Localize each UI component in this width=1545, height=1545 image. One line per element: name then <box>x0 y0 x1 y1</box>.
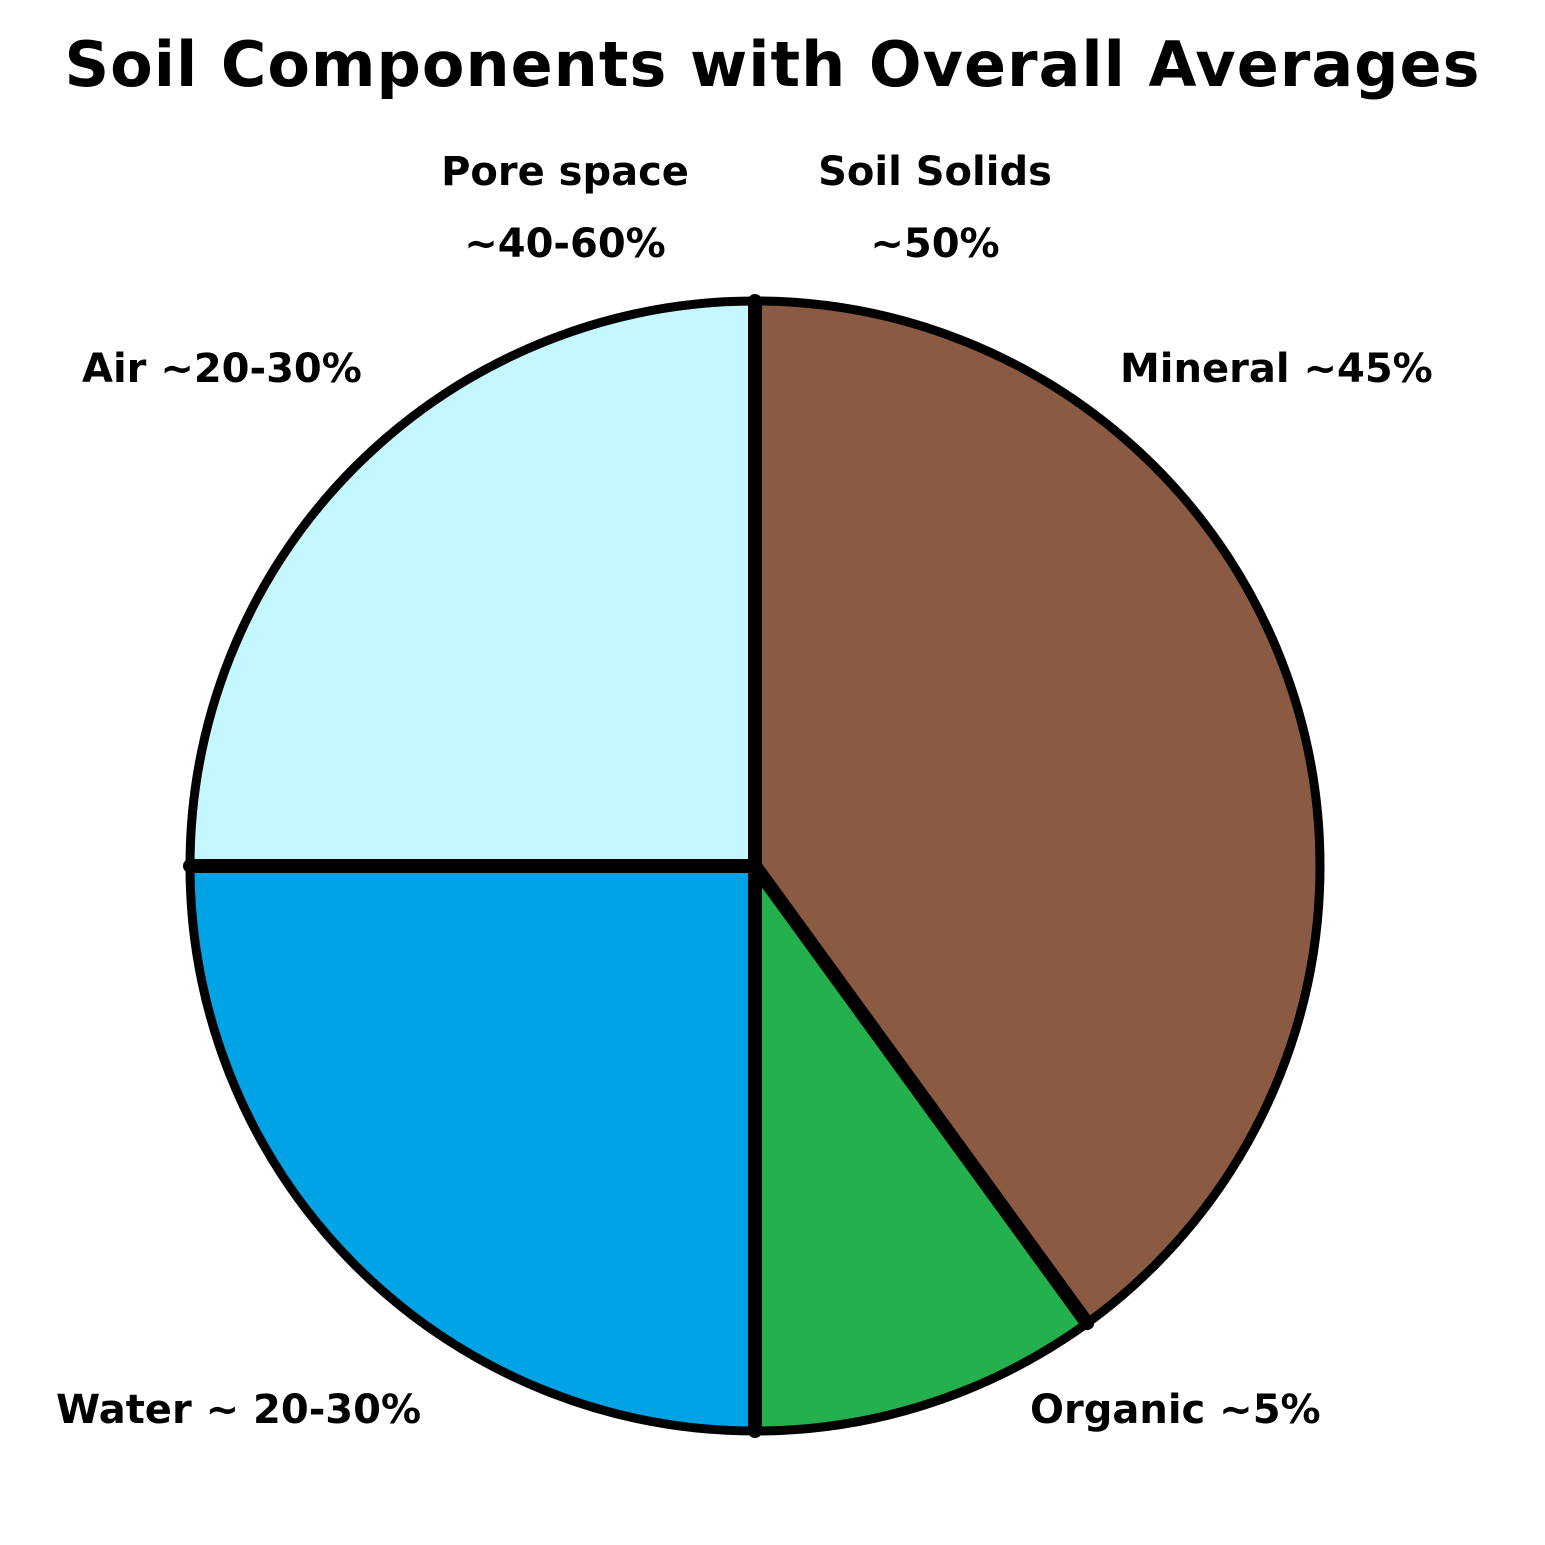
slice-label-water: Water ~ 20-30% <box>56 1387 422 1433</box>
slice-label-air: Air ~20-30% <box>82 346 362 392</box>
pore-space-value: ~40-60% <box>464 221 666 267</box>
pie-slice-mineral <box>755 301 1320 1324</box>
soil-solids-value: ~50% <box>870 221 1000 267</box>
pie-slice-water <box>190 866 755 1431</box>
pore-space-name: Pore space <box>441 149 689 195</box>
soil-solids-group-label: Soil Solids ~50% <box>780 136 1090 280</box>
slice-divider <box>748 859 1095 1331</box>
pie-outline <box>185 296 1325 1436</box>
slice-label-mineral: Mineral ~45% <box>1120 346 1433 392</box>
chart-title: Soil Components with Overall Averages <box>64 28 1481 101</box>
soil-solids-name: Soil Solids <box>818 149 1052 195</box>
pie-slice-organic <box>755 866 1088 1431</box>
pore-space-group-label: Pore space ~40-60% <box>400 136 730 280</box>
slice-label-organic: Organic ~5% <box>1030 1387 1321 1433</box>
pie-slice-air <box>190 301 755 866</box>
